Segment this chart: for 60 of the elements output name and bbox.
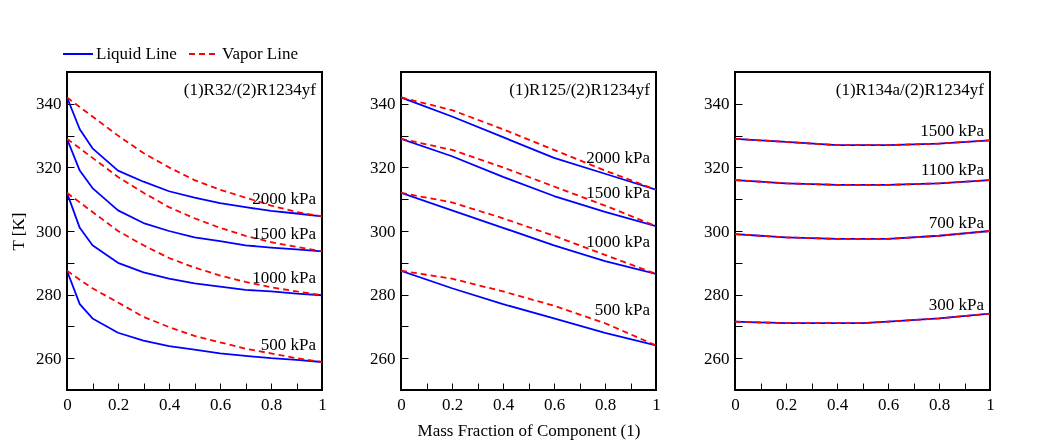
legend-label: Vapor Line	[222, 44, 299, 63]
x-tick-label: 0.4	[826, 394, 849, 414]
annotation: 1500 kPa	[920, 120, 985, 140]
annotation: 300 kPa	[928, 295, 985, 315]
line-series	[401, 269, 656, 347]
y-axis-title: T [K]	[9, 212, 28, 251]
annotation: 1000 kPa	[586, 231, 651, 251]
y-tick-label: 320	[36, 157, 62, 177]
x-tick-label: 0	[397, 394, 406, 414]
x-tick-label: 0.6	[209, 394, 232, 414]
y-tick-label: 260	[36, 348, 62, 368]
line-series	[67, 269, 322, 363]
x-tick-label: 0	[63, 394, 72, 414]
y-tick-label: 320	[370, 157, 396, 177]
x-tick-label: 0.8	[928, 394, 951, 414]
line-series	[67, 191, 322, 297]
annotation: 1500 kPa	[252, 223, 317, 243]
x-tick-label: 0.8	[260, 394, 283, 414]
line-series	[735, 312, 990, 325]
x-tick-label: 0.2	[775, 394, 798, 414]
x-tick-label: 0.4	[492, 394, 515, 414]
x-tick-label: 0.8	[594, 394, 617, 414]
annotation: (1)R125/(2)R1234yf	[509, 80, 651, 99]
annotation: (1)R32/(2)R1234yf	[183, 80, 317, 99]
x-tick-label: 0.2	[441, 394, 464, 414]
y-tick-label: 260	[370, 348, 396, 368]
x-tick-label: 0.6	[877, 394, 900, 414]
line-series	[735, 230, 990, 240]
annotation: 2000 kPa	[586, 147, 651, 167]
y-tick-label: 340	[704, 94, 730, 114]
x-axis-title: Mass Fraction of Component (1)	[417, 420, 641, 440]
y-tick-label: 280	[36, 285, 62, 305]
x-tick-label: 0.6	[543, 394, 566, 414]
line-series	[401, 137, 656, 228]
annotation: 500 kPa	[260, 335, 317, 355]
x-tick-label: 0.2	[107, 394, 130, 414]
annotation: 1000 kPa	[252, 268, 317, 288]
y-tick-label: 260	[704, 348, 730, 368]
y-tick-label: 280	[370, 285, 396, 305]
y-tick-label: 300	[370, 221, 396, 241]
annotation: (1)R134a/(2)R1234yf	[835, 80, 985, 99]
y-tick-label: 300	[704, 221, 730, 241]
legend-label: Liquid Line	[96, 44, 177, 63]
line-series	[67, 137, 322, 253]
annotation: 1100 kPa	[920, 160, 985, 180]
annotation: 2000 kPa	[252, 188, 317, 208]
x-tick-label: 1	[652, 394, 661, 414]
annotation: 700 kPa	[928, 212, 985, 232]
y-tick-label: 300	[36, 221, 62, 241]
x-tick-label: 1	[318, 394, 327, 414]
x-tick-label: 0	[731, 394, 740, 414]
y-tick-label: 280	[704, 285, 730, 305]
x-tick-label: 0.4	[158, 394, 181, 414]
y-tick-label: 340	[370, 94, 396, 114]
annotation: 1500 kPa	[586, 182, 651, 202]
x-tick-label: 1	[986, 394, 995, 414]
y-tick-label: 340	[36, 94, 62, 114]
line-series	[735, 137, 990, 147]
annotation: 500 kPa	[594, 300, 651, 320]
y-tick-label: 320	[704, 157, 730, 177]
